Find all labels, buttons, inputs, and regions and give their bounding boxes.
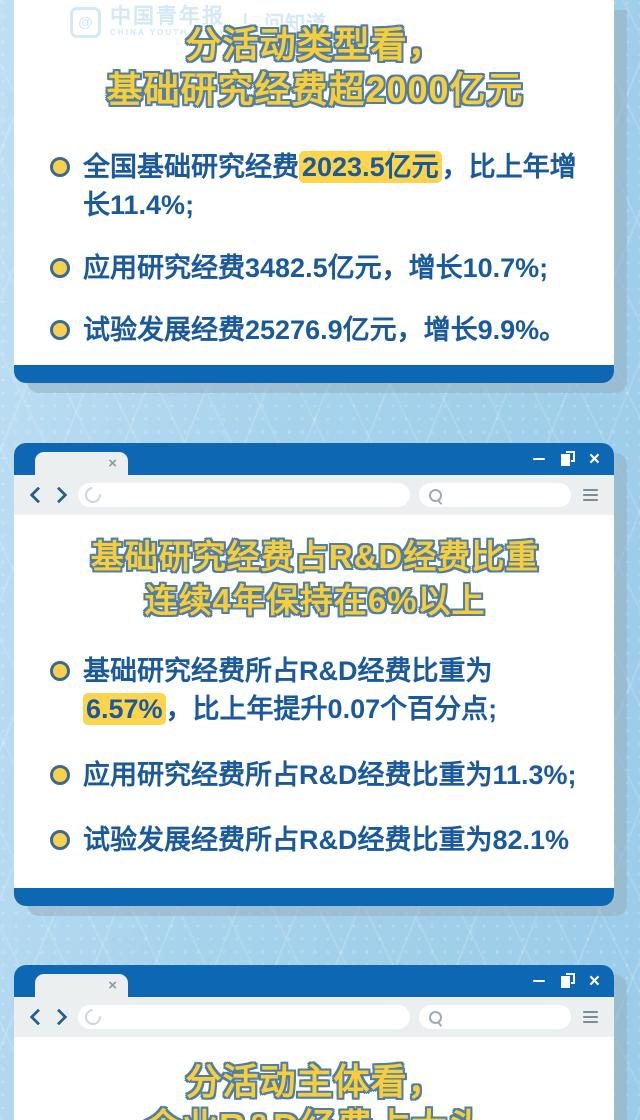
list-item: 应用研究经费所占R&D经费比重为11.3%; [50,756,580,794]
card3-title-line2: 企业R&D经费占大头 [145,1106,485,1120]
card2-title-line2: 连续4年保持在6%以上 [144,581,486,619]
forward-icon[interactable] [50,486,68,504]
tab-close-icon[interactable]: × [108,455,117,472]
browser-titlebar: × × [14,443,614,475]
browser-tab[interactable]: × [35,452,128,475]
bullet-text: 应用研究经费3482.5亿元，增长10.7%; [83,252,549,283]
partner-logo-text: 问知道 [264,13,328,35]
bullet-icon [50,661,70,682]
publisher-watermark: @ 中国青年报 CHINA YOUTH DAILY 丨 问知道 [70,5,327,38]
card2-title-line1: 基础研究经费占R&D经费比重 [90,538,540,575]
minimize-icon[interactable] [532,980,545,982]
card2-title: 基础研究经费占R&D经费比重 连续4年保持在6%以上 [50,515,580,622]
card-rd-share: × × 基础研究经费占R&D经费比重 连续4年保持在6%以上 [14,443,614,906]
browser-titlebar: × × [14,965,614,997]
tab-close-icon[interactable]: × [108,977,117,994]
restore-icon[interactable] [559,973,575,989]
address-bar[interactable] [78,1005,410,1029]
card-activity-type: @ 中国青年报 CHINA YOUTH DAILY 丨 问知道 分活动类型看， … [14,0,614,383]
highlighted-value: 6.57% [83,693,166,726]
close-icon[interactable]: × [588,448,600,470]
bullet-text-post: ，比上年提升0.07个百分点; [165,694,498,725]
bullet-text: 试验发展经费所占R&D经费比重为82.1% [83,825,570,856]
search-icon [429,1010,442,1024]
back-icon[interactable] [29,1008,47,1026]
bullet-text: 全国基础研究经费 2023.5亿元 ，比上年增长11.4%; [83,148,580,225]
card-footer-bar [14,365,614,383]
list-item: 应用研究经费3482.5亿元，增长10.7%; [50,249,580,287]
bullet-icon [50,157,70,177]
watermark-divider: 丨 [235,13,256,35]
publisher-name-block: 中国青年报 CHINA YOUTH DAILY [110,5,226,37]
card1-title-line2: 基础研究经费超2000亿元 [106,69,524,110]
list-item: 试验发展经费25276.9亿元，增长9.9%。 [50,311,580,349]
card3-title: 分活动主体看， 企业R&D经费占大头 [50,1037,580,1120]
browser-toolbar [14,475,614,515]
forward-icon[interactable] [50,1008,68,1026]
search-input[interactable] [419,483,571,507]
bullet-text-post: ，比上年增长11.4%; [83,152,577,221]
menu-icon[interactable] [583,1011,598,1023]
bullet-text-pre: 全国基础研究经费 [83,152,299,182]
search-icon [429,488,442,502]
search-input[interactable] [419,1005,571,1029]
card-footer-bar [14,888,614,906]
at-logo-icon: @ [70,7,101,38]
highlighted-value: 2023.5亿元 [299,151,442,183]
address-bar[interactable] [78,483,410,507]
bullet-text-pre: 基础研究经费所占R&D经费比重为 [83,656,493,687]
bullet-text: 应用研究经费所占R&D经费比重为11.3%; [83,759,577,790]
card3-title-line1: 分活动主体看， [185,1061,445,1102]
list-item: 基础研究经费所占R&D经费比重为 6.57% ，比上年提升0.07个百分点; [50,652,580,729]
publisher-name-cn: 中国青年报 [110,5,225,28]
close-icon[interactable]: × [588,970,600,992]
list-item: 全国基础研究经费 2023.5亿元 ，比上年增长11.4%; [50,148,580,225]
card1-title-line1: 分活动类型看， [185,24,445,65]
bullet-icon [50,257,70,278]
list-item: 试验发展经费所占R&D经费比重为82.1% [50,821,580,859]
window-controls: × [532,965,600,997]
refresh-icon[interactable] [81,483,105,507]
window-controls: × [532,443,600,475]
bullet-icon [50,764,70,785]
card-activity-entity: × × 分活动主体看， 企业R&D经费占大头 [14,965,614,1120]
publisher-name-en: CHINA YOUTH DAILY [110,28,227,38]
card1-title: 分活动类型看， 基础研究经费超2000亿元 [50,0,580,112]
menu-icon[interactable] [583,489,598,501]
refresh-icon[interactable] [81,1005,105,1029]
back-icon[interactable] [29,486,47,504]
restore-icon[interactable] [559,451,575,467]
bullet-text: 试验发展经费25276.9亿元，增长9.9%。 [83,314,567,345]
bullet-text: 基础研究经费所占R&D经费比重为 6.57% ，比上年提升0.07个百分点; [83,652,580,729]
browser-toolbar [14,997,614,1037]
minimize-icon[interactable] [532,458,545,460]
bullet-icon [50,319,70,340]
bullet-icon [50,830,70,851]
browser-tab[interactable]: × [35,974,128,997]
